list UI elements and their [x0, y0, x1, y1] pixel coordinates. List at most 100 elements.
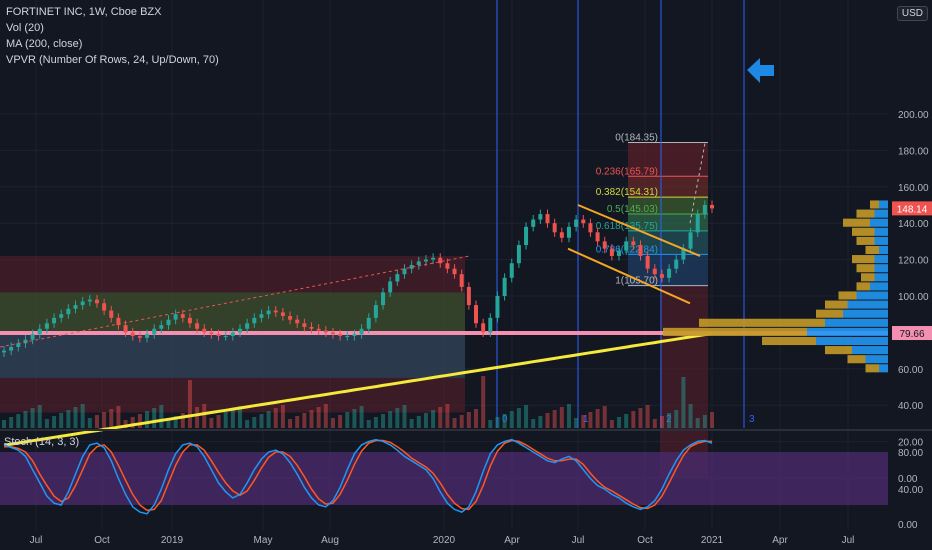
fib-zone: [628, 142, 708, 177]
candle: [87, 299, 92, 302]
y-tick-label: 140.00: [898, 219, 929, 230]
channel-line: [567, 247, 691, 305]
candle: [30, 334, 35, 340]
volume-bar: [538, 416, 543, 428]
volume-bar: [702, 415, 707, 428]
candle: [94, 299, 99, 304]
volume-bar: [688, 404, 693, 428]
x-tick-label: 2021: [701, 535, 724, 546]
volume-bar: [245, 420, 250, 428]
candle: [352, 334, 357, 337]
volume-bar: [395, 408, 400, 428]
volume-bar: [330, 418, 335, 428]
volume-bar: [187, 380, 192, 428]
volume-bar: [323, 404, 328, 428]
candle: [302, 323, 307, 327]
volume-bar: [624, 414, 629, 428]
candle: [516, 245, 521, 264]
x-tick-label: Jul: [572, 535, 585, 546]
vp-row-down: [856, 264, 875, 273]
candle: [595, 232, 600, 242]
vp-row-up: [847, 300, 888, 309]
volume-bar: [173, 416, 178, 428]
volume-bar: [545, 413, 550, 428]
candle: [209, 332, 214, 335]
volume-bar: [710, 412, 714, 428]
volume-bar: [524, 405, 529, 428]
vp-row-up: [843, 309, 888, 318]
fib-level-label: 0(184.35): [615, 132, 658, 143]
vp-row-up: [879, 245, 888, 255]
volume-bar: [674, 410, 679, 428]
vp-row-up: [825, 318, 888, 327]
vp-row-down: [861, 273, 875, 282]
candle: [366, 317, 371, 329]
volume-bar: [80, 404, 85, 428]
volume-bar: [502, 414, 507, 428]
candle: [123, 325, 128, 333]
candle: [645, 255, 650, 269]
candle: [617, 250, 622, 256]
vp-row-down: [843, 218, 870, 227]
candle: [52, 317, 57, 324]
volume-bar: [252, 417, 257, 428]
vp-row-down: [870, 200, 879, 209]
volume-bar: [481, 376, 486, 428]
candle: [109, 310, 114, 318]
vp-row-down: [825, 346, 852, 355]
candle: [9, 346, 14, 351]
candle: [624, 241, 629, 251]
volume-bar: [509, 411, 514, 428]
volume-bar: [402, 405, 407, 428]
candle: [259, 314, 264, 318]
volume-bar: [574, 418, 579, 428]
last-price-badge: [892, 201, 932, 216]
x-tick-label: Apr: [772, 535, 788, 546]
candle: [323, 330, 328, 333]
stoch-tick-label: 80.00: [898, 448, 923, 459]
candle: [688, 232, 693, 249]
candle: [474, 305, 478, 324]
volume-bar: [73, 407, 78, 428]
vp-row-up: [852, 346, 888, 355]
candle: [659, 274, 664, 278]
candle: [581, 219, 586, 224]
x-tick-label: Jul: [30, 535, 43, 546]
volume-bar: [388, 411, 393, 428]
candle: [187, 317, 192, 324]
currency-button[interactable]: USD: [896, 6, 928, 21]
volume-bar: [588, 412, 593, 428]
volume-bar: [123, 420, 128, 428]
fib-level-label: 0.5(145.03): [607, 204, 658, 215]
volume-bar: [259, 414, 264, 428]
volume-bar: [159, 405, 164, 428]
stoch-legend[interactable]: Stoch (14, 3, 3): [4, 436, 80, 448]
volume-bar: [223, 412, 228, 428]
candle: [173, 314, 178, 320]
candle: [545, 214, 550, 224]
candle: [652, 268, 657, 275]
y-tick-label: 200.00: [898, 110, 929, 121]
candle: [216, 334, 221, 337]
candle: [23, 339, 28, 344]
x-tick-label: Jul: [842, 535, 855, 546]
fib-zone: [628, 197, 708, 215]
volume-bar: [409, 419, 414, 428]
volume-bar: [202, 404, 207, 428]
volume-bar: [595, 409, 600, 428]
vp-row-down: [816, 309, 843, 318]
last-price-value: 148.14: [897, 204, 928, 215]
candle: [273, 310, 278, 313]
x-tick-label: Oct: [94, 535, 110, 546]
candle: [388, 281, 393, 293]
volume-bar: [87, 418, 92, 428]
left-arrow-icon: [747, 58, 774, 83]
cycle-label: 2: [666, 414, 672, 425]
vp-row-up: [874, 255, 888, 264]
candle: [245, 323, 250, 329]
candle: [416, 261, 421, 266]
volume-bar: [581, 415, 586, 428]
support-price-value: 79.66: [899, 329, 924, 340]
vp-row-up: [870, 282, 888, 291]
